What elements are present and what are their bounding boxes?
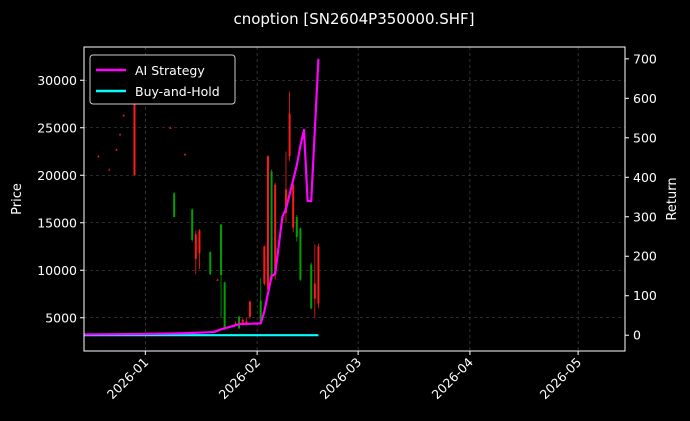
candle-body — [209, 252, 212, 275]
y2-axis-label: Return — [665, 177, 680, 220]
candle-body — [313, 283, 316, 299]
candle-body — [270, 171, 273, 280]
y2-tick-label: 700 — [633, 51, 657, 66]
y2-tick-label: 400 — [633, 170, 657, 185]
candle-body — [288, 113, 291, 157]
candle-body — [216, 279, 219, 281]
candlesticks — [97, 89, 320, 331]
legend: AI Strategy Buy-and-Hold — [89, 54, 236, 105]
candle-body — [241, 319, 244, 324]
candle-body — [133, 89, 136, 176]
y-axis-left: 5000 10000 15000 20000 25000 30000 — [37, 73, 84, 325]
series-line-ai-strategy — [83, 58, 320, 336]
legend-label-buy-and-hold: Buy-and-Hold — [135, 84, 220, 99]
candle-body — [108, 169, 111, 171]
candle-body — [97, 156, 100, 158]
series-lines — [83, 58, 320, 337]
candle-body — [295, 217, 298, 237]
candle-body — [248, 301, 251, 317]
x-tick-label: 2026-02 — [216, 355, 264, 403]
candle-body — [198, 230, 201, 254]
candle-body — [266, 156, 269, 290]
candle-body — [191, 209, 194, 240]
candle-body — [292, 184, 295, 228]
x-tick-label: 2026-05 — [537, 355, 585, 403]
legend-label-ai-strategy: AI Strategy — [135, 63, 205, 78]
candle-body — [274, 184, 277, 275]
x-tick-label: 2026-01 — [104, 355, 152, 403]
y-axis-right: 0 100 200 300 400 500 600 700 — [625, 51, 657, 343]
candle-body — [183, 154, 186, 156]
y-tick-label: 5000 — [45, 310, 77, 325]
legend-box — [89, 54, 236, 105]
y2-tick-label: 300 — [633, 209, 657, 224]
y-tick-label: 20000 — [37, 168, 77, 183]
y2-tick-label: 500 — [633, 130, 657, 145]
x-tick-label: 2026-03 — [317, 355, 365, 403]
chart-title: cnoption [SN2604P350000.SHF] — [233, 10, 474, 28]
y-tick-label: 25000 — [37, 120, 77, 135]
candle-body — [238, 316, 241, 329]
candle-body — [223, 282, 226, 330]
y2-tick-label: 200 — [633, 249, 657, 264]
plot-frame — [83, 46, 626, 352]
candle-body — [220, 224, 223, 275]
candle-body — [169, 127, 172, 129]
y-tick-label: 30000 — [37, 73, 77, 88]
candle-body — [259, 300, 262, 324]
y2-tick-label: 600 — [633, 91, 657, 106]
candle-body — [173, 193, 176, 218]
candle-body — [122, 115, 125, 117]
x-tick-label: 2026-04 — [428, 354, 476, 402]
y-axis-label: Price — [10, 183, 25, 215]
y-tick-label: 15000 — [37, 215, 77, 230]
candle-body — [317, 246, 320, 304]
y2-tick-label: 100 — [633, 288, 657, 303]
y-tick-label: 10000 — [37, 263, 77, 278]
y2-tick-label: 0 — [633, 328, 641, 343]
candle-body — [115, 149, 118, 151]
candle-body — [284, 189, 287, 214]
candle-body — [310, 264, 313, 309]
candle-body — [119, 134, 122, 136]
candle-body — [194, 234, 197, 259]
x-axis: 2026-01 2026-02 2026-03 2026-04 2026-05 — [104, 351, 584, 402]
candle-body — [234, 323, 237, 325]
grid-lines — [84, 47, 625, 351]
candle-body — [263, 246, 266, 284]
candle-body — [299, 228, 302, 280]
